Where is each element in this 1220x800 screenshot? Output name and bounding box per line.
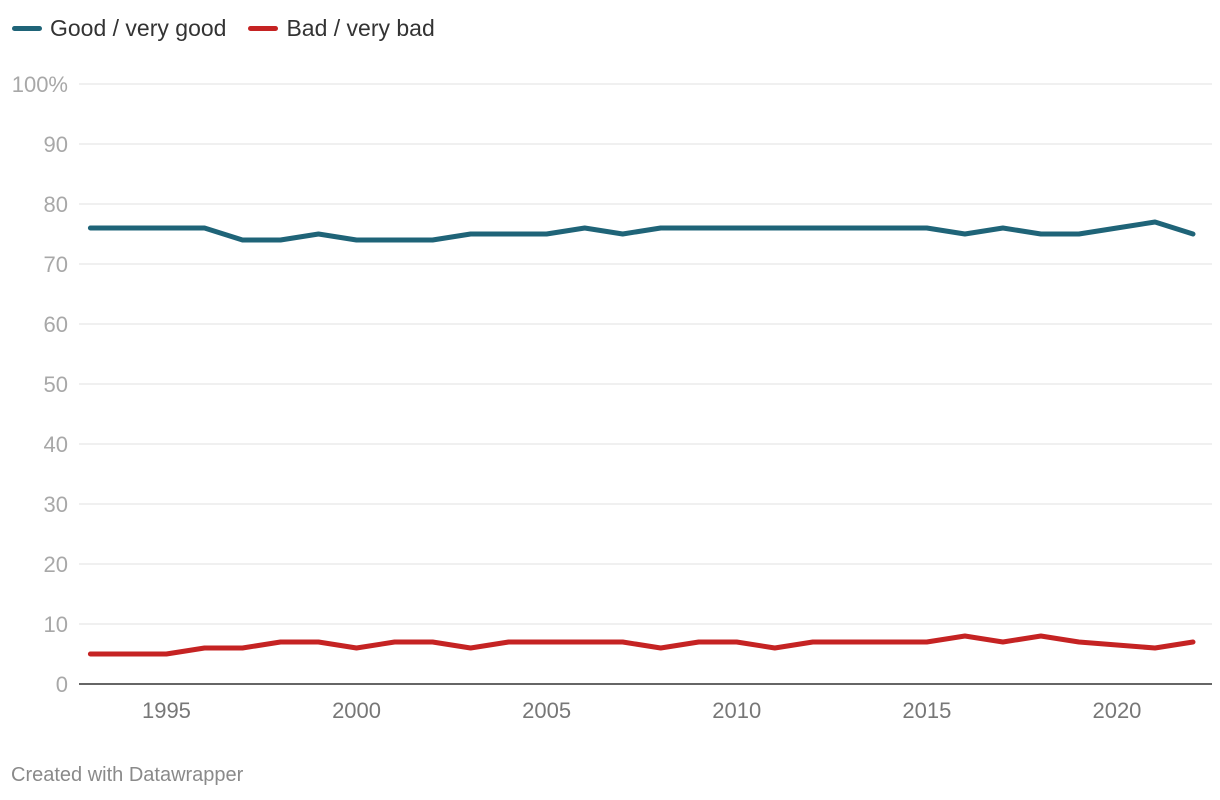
legend-swatch-good xyxy=(12,26,42,31)
y-tick-label: 80 xyxy=(44,192,68,217)
series-line-bad xyxy=(87,633,1196,657)
x-tick-label: 2005 xyxy=(522,698,571,723)
x-tick-label: 2000 xyxy=(332,698,381,723)
series-line-good xyxy=(87,219,1196,243)
x-tick-label: 2015 xyxy=(902,698,951,723)
line-chart: 0 10 20 30 40 50 60 70 80 90 100% 1995 2000 2005 2010… xyxy=(12,72,1212,723)
y-tick-label: 20 xyxy=(44,552,68,577)
y-tick-label: 100% xyxy=(12,72,68,97)
legend-item-bad: Bad / very bad xyxy=(248,15,435,42)
y-tick-label: 50 xyxy=(44,372,68,397)
x-tick-label: 1995 xyxy=(142,698,191,723)
legend: Good / very good Bad / very bad xyxy=(12,15,457,42)
legend-item-good: Good / very good xyxy=(12,15,226,42)
x-axis-tick-labels: 1995 2000 2005 2010 2015 2020 xyxy=(142,698,1141,723)
x-tick-label: 2010 xyxy=(712,698,761,723)
y-tick-label: 90 xyxy=(44,132,68,157)
y-tick-label: 30 xyxy=(44,492,68,517)
legend-label-good: Good / very good xyxy=(50,15,227,41)
y-axis-tick-labels: 0 10 20 30 40 50 60 70 80 90 100% xyxy=(12,72,68,697)
legend-swatch-bad xyxy=(248,26,279,31)
legend-label-bad: Bad / very bad xyxy=(286,15,435,41)
footer-credit: Created with Datawrapper xyxy=(11,764,244,786)
y-tick-label: 70 xyxy=(44,252,68,277)
y-tick-label: 10 xyxy=(44,612,68,637)
y-tick-label: 60 xyxy=(44,312,68,337)
series-lines xyxy=(87,219,1196,657)
x-tick-label: 2020 xyxy=(1092,698,1141,723)
gridlines xyxy=(79,83,1212,625)
y-tick-label: 0 xyxy=(56,672,68,697)
y-tick-label: 40 xyxy=(44,432,68,457)
